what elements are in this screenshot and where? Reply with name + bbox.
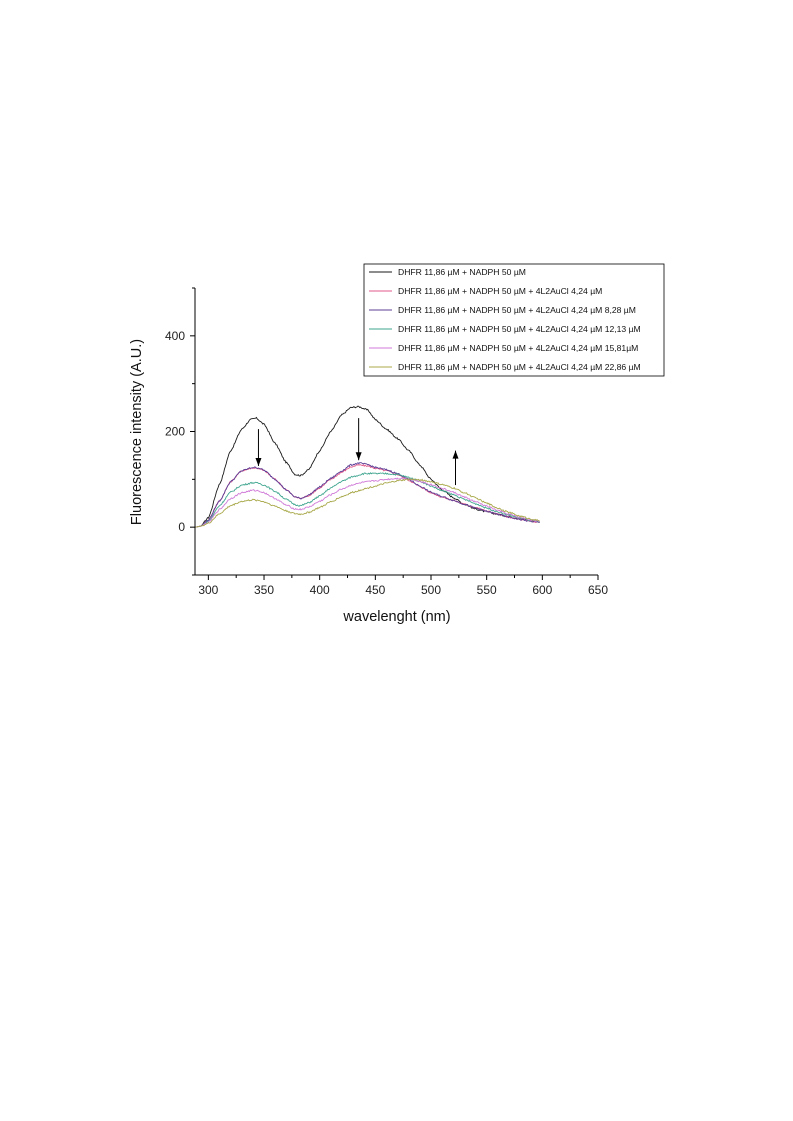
x-tick-label: 400: [310, 583, 330, 597]
series-line-3: [194, 462, 540, 528]
legend-label-1: DHFR 11,86 µM + NADPH 50 µM: [398, 267, 526, 277]
y-axis-title: Fluorescence intensity (A.U.): [129, 339, 145, 525]
x-tick-label: 500: [421, 583, 441, 597]
y-tick-label: 0: [178, 520, 185, 534]
x-tick-label: 650: [588, 583, 608, 597]
legend-label-6: DHFR 11,86 µM + NADPH 50 µM + 4L2AuCl 4,…: [398, 362, 641, 372]
x-tick-label: 300: [198, 583, 218, 597]
legend-label-3: DHFR 11,86 µM + NADPH 50 µM + 4L2AuCl 4,…: [398, 305, 636, 315]
series-line-4: [194, 472, 540, 528]
x-tick-label: 450: [365, 583, 385, 597]
plot-area: [194, 405, 540, 528]
annotation-arrow-head-2: [355, 452, 362, 461]
y-tick-label: 200: [165, 425, 185, 439]
x-tick-label: 350: [254, 583, 274, 597]
x-tick-label: 550: [477, 583, 497, 597]
annotation-arrow-head-1: [255, 457, 262, 466]
legend-box: [363, 263, 665, 377]
series-line-5: [194, 477, 540, 528]
legend-label-5: DHFR 11,86 µM + NADPH 50 µM + 4L2AuCl 4,…: [398, 343, 638, 353]
x-axis-title: wavelenght (nm): [342, 609, 450, 625]
series-line-6: [194, 478, 540, 528]
axes: 300 350 400 450 500 550 600 650 0 200 400: [165, 287, 608, 597]
legend-label-2: DHFR 11,86 µM + NADPH 50 µM + 4L2AuCl 4,…: [398, 286, 602, 296]
x-tick-label: 600: [532, 583, 552, 597]
annotation-arrow-head-3: [452, 450, 459, 459]
legend-label-4: DHFR 11,86 µM + NADPH 50 µM + 4L2AuCl 4,…: [398, 324, 641, 334]
y-tick-label: 400: [165, 329, 185, 343]
legend: DHFR 11,86 µM + NADPH 50 µM DHFR 11,86 µM…: [363, 263, 665, 377]
